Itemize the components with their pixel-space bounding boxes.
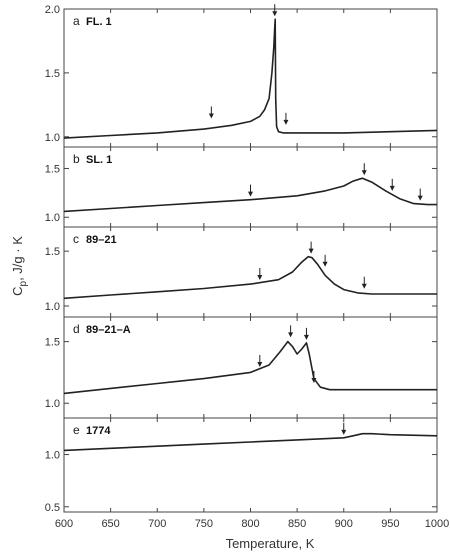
x-tick-label: 1000 <box>425 518 449 530</box>
panel-frame <box>63 417 438 513</box>
panel-name: 1774 <box>86 425 111 437</box>
panel-name: 89–21 <box>86 234 117 246</box>
marker-arrow-head <box>257 274 263 280</box>
marker-arrow-head <box>322 261 328 267</box>
y-tick-label: 1.0 <box>45 398 60 410</box>
x-tick-label: 950 <box>381 518 399 530</box>
panel-letter: c <box>73 232 79 246</box>
marker-arrow-head <box>311 377 317 383</box>
series-line <box>63 432 438 452</box>
marker-arrow-head <box>208 113 214 119</box>
y-axis-label: Cp, J/g · K <box>10 236 29 296</box>
marker-arrow-head <box>308 248 314 254</box>
panel-letter: e <box>73 423 80 437</box>
x-tick-label: 600 <box>55 518 73 530</box>
x-tick-label: 650 <box>101 518 119 530</box>
x-tick-label: 900 <box>335 518 353 530</box>
y-tick-label: 2.0 <box>45 4 60 16</box>
x-tick-label: 700 <box>148 518 166 530</box>
marker-arrow-head <box>283 119 289 125</box>
panel-frame <box>63 8 438 148</box>
x-tick-label: 850 <box>288 518 306 530</box>
panel-letter: d <box>73 322 80 336</box>
y-axis-label-sub: p <box>18 280 29 286</box>
panel-frame <box>63 226 438 318</box>
series-line <box>63 18 438 139</box>
panel-name: FL. 1 <box>86 16 112 28</box>
y-tick-label: 1.0 <box>45 301 60 313</box>
marker-arrow-head <box>288 332 294 338</box>
x-axis-label: Temperature, K <box>226 536 315 551</box>
marker-arrow-head <box>248 191 253 197</box>
series-line <box>63 255 437 300</box>
series-line <box>63 340 437 395</box>
marker-arrow-head <box>341 429 347 435</box>
panel-letter: a <box>73 14 80 28</box>
marker-arrow-head <box>361 170 367 176</box>
y-tick-label: 1.5 <box>45 163 60 175</box>
marker-arrow-head <box>257 361 263 367</box>
y-tick-label: 1.5 <box>45 337 60 349</box>
y-tick-label: 1.0 <box>45 132 60 144</box>
y-tick-label: 1.0 <box>45 212 60 224</box>
panel-name: 89–21–A <box>86 324 131 336</box>
y-axis-label-main: C <box>10 286 25 295</box>
marker-arrow-head <box>303 334 309 340</box>
panel-name: SL. 1 <box>86 154 112 166</box>
series-line <box>63 177 437 213</box>
y-tick-label: 1.5 <box>45 246 60 258</box>
marker-arrow-head <box>272 11 278 17</box>
y-tick-label: 0.5 <box>45 502 60 514</box>
x-tick-label: 750 <box>195 518 213 530</box>
y-tick-label: 1.5 <box>45 68 60 80</box>
x-tick-label: 800 <box>241 518 259 530</box>
marker-arrow-head <box>361 283 367 289</box>
marker-arrow-head <box>389 185 395 191</box>
y-tick-label: 1.0 <box>45 450 60 462</box>
y-axis-label-rest: , J/g · K <box>10 236 25 281</box>
panel-letter: b <box>73 152 80 166</box>
marker-arrow-head <box>417 195 423 201</box>
